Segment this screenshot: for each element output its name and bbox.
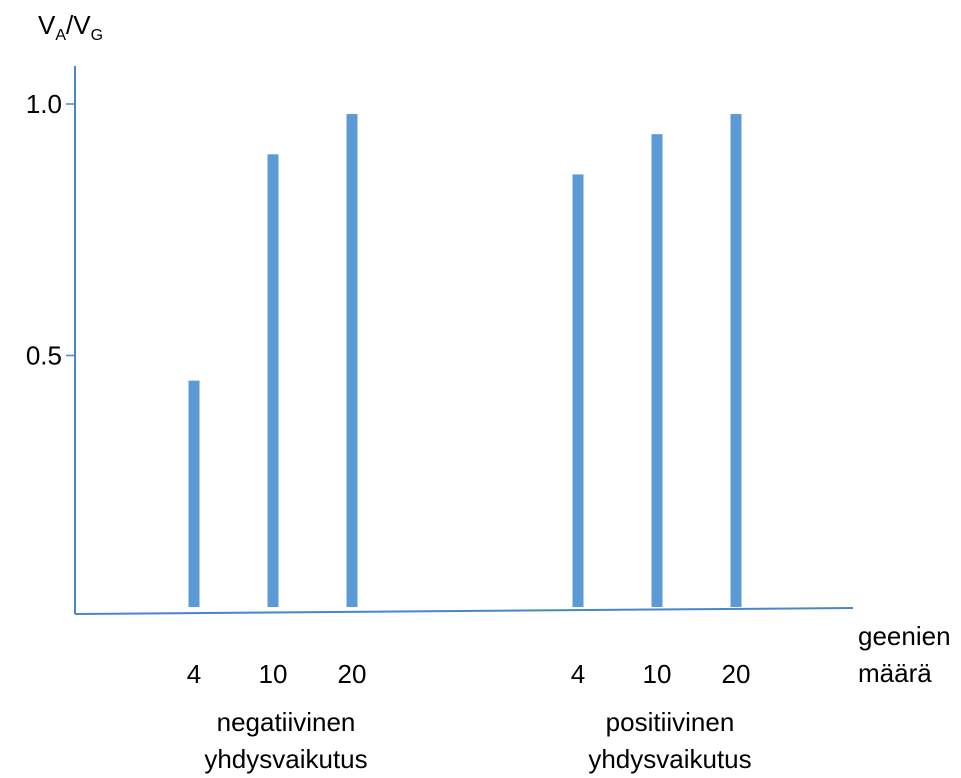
- y-tick-label: 1.0: [26, 89, 62, 119]
- x-axis-label-line-1: geenien: [858, 621, 951, 651]
- y-tick-label: 0.5: [26, 341, 62, 371]
- category-label: 10: [259, 659, 288, 689]
- group-label: positiivinen yhdysvaikutus: [588, 707, 751, 774]
- bar: [347, 114, 358, 607]
- x-axis-label: geenien määrä: [858, 621, 958, 688]
- bar: [268, 154, 279, 607]
- y-label-v2: V: [73, 10, 91, 40]
- group-label-line: positiivinen: [606, 707, 735, 737]
- x-axis: [75, 608, 853, 614]
- category-label: 20: [338, 659, 367, 689]
- bar: [189, 381, 200, 607]
- category-label: 10: [643, 659, 672, 689]
- y-label-sub-a: A: [55, 27, 66, 44]
- group-label-line: yhdysvaikutus: [588, 744, 751, 774]
- bars: [189, 114, 742, 607]
- y-label-sub-g: G: [91, 27, 103, 44]
- group-label-line: negatiivinen: [217, 707, 356, 737]
- category-label: 4: [571, 659, 585, 689]
- group-label: negatiivinen yhdysvaikutus: [204, 707, 367, 774]
- group-label-line: yhdysvaikutus: [204, 744, 367, 774]
- y-ticks: 0.5 1.0: [26, 89, 75, 371]
- category-label: 20: [722, 659, 751, 689]
- category-label: 4: [187, 659, 201, 689]
- y-label-v1: V: [38, 10, 56, 40]
- x-axis-label-line-2: määrä: [858, 658, 932, 688]
- bar: [573, 174, 584, 607]
- bar: [731, 114, 742, 607]
- y-axis-label: VA/VG: [38, 10, 103, 44]
- category-labels: 4 10 20 4 10 20: [187, 659, 751, 689]
- bar: [652, 134, 663, 607]
- group-labels: negatiivinen yhdysvaikutus positiivinen yhd…: [204, 707, 751, 774]
